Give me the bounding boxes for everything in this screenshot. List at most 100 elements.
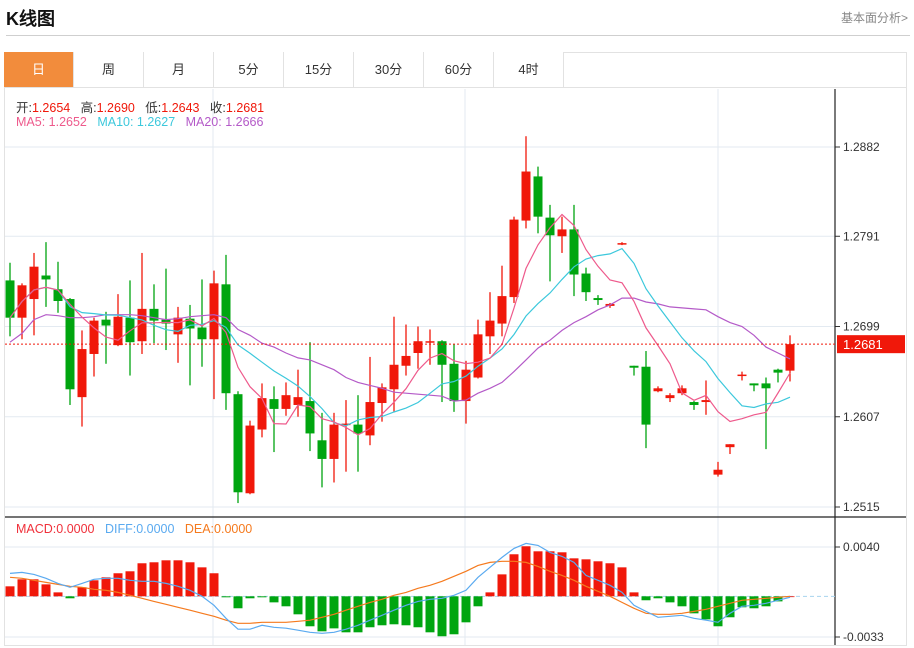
macd-bar-negative	[773, 596, 783, 602]
macd-bar-positive	[161, 560, 171, 597]
ma10-line	[9, 247, 791, 427]
candle-up	[725, 444, 735, 448]
macd-bar-positive	[209, 573, 219, 597]
candle-up	[509, 219, 519, 298]
macd-bar-positive	[509, 554, 519, 597]
candle-up	[29, 266, 39, 300]
candle-up	[137, 308, 147, 342]
tab-60min[interactable]: 60分	[424, 52, 494, 87]
macd-bar-negative	[449, 596, 459, 635]
tab-5min[interactable]: 5分	[214, 52, 284, 87]
tab-day[interactable]: 日	[4, 52, 74, 87]
candle-down	[773, 369, 783, 373]
macd-bar-positive	[101, 577, 111, 597]
macd-bar-negative	[341, 596, 351, 633]
candle-down	[197, 327, 207, 340]
low-label: 低:	[145, 101, 162, 115]
candle-up	[617, 243, 627, 245]
candle-down	[353, 424, 363, 434]
macd-bar-negative	[749, 596, 759, 609]
candle-down	[125, 317, 135, 343]
candle-down	[161, 319, 171, 324]
macd-bar-negative	[689, 596, 699, 614]
ma-info: MA5: 1.2652 MA10: 1.2627 MA20: 1.2666	[16, 115, 263, 129]
candle-down	[581, 273, 591, 293]
candle-up	[209, 283, 219, 340]
macd-bar-positive	[5, 586, 15, 597]
macd-bar-positive	[545, 551, 555, 597]
candle-up	[557, 229, 567, 237]
candle-down	[269, 399, 279, 409]
candle-up	[377, 387, 387, 404]
open-label: 开:	[16, 101, 32, 115]
candle-down	[569, 229, 579, 275]
last-price-label: 1.2681	[843, 337, 883, 352]
candle-up	[785, 344, 795, 371]
macd-bar-positive	[149, 562, 159, 597]
diff-value: 0.0000	[136, 522, 175, 536]
candle-up	[485, 320, 495, 337]
ma20-value: 1.2666	[225, 115, 264, 129]
macd-bar-negative	[641, 596, 651, 601]
macd-bar-negative	[401, 596, 411, 626]
candle-down	[761, 383, 771, 389]
macd-bar-positive	[497, 574, 507, 597]
candle-down	[149, 308, 159, 321]
ohlc-info: 开:1.2654 高:1.2690 低:1.2643 收:1.2681	[16, 97, 264, 116]
macd-bar-positive	[593, 561, 603, 597]
macd-bar-positive	[125, 571, 135, 597]
ma5-label: MA5:	[16, 115, 49, 129]
macd-bar-negative	[737, 596, 747, 608]
macd-bar-positive	[29, 579, 39, 597]
macd-bar-positive	[137, 563, 147, 597]
candle-down	[641, 366, 651, 425]
fundamental-analysis-link[interactable]: 基本面分析>	[840, 11, 908, 25]
macd-bar-negative	[425, 596, 435, 633]
candle-up	[413, 341, 423, 353]
candle-up	[653, 388, 663, 392]
candle-up	[665, 395, 675, 399]
candle-up	[701, 400, 711, 403]
candle-up	[389, 364, 399, 390]
diff-label: DIFF:	[104, 522, 137, 536]
price-axis-label: 1.2699	[843, 320, 880, 334]
macd-bar-negative	[725, 596, 735, 618]
macd-bar-negative	[233, 596, 243, 609]
macd-bar-negative	[293, 596, 303, 615]
price-axis-label: 1.2515	[843, 500, 880, 514]
macd-bar-negative	[677, 596, 687, 607]
candle-up	[737, 374, 747, 377]
candle-up	[425, 341, 435, 343]
last-price-badge	[837, 335, 905, 354]
tab-30min[interactable]: 30分	[354, 52, 424, 87]
ma5-line	[9, 213, 791, 436]
candle-up	[677, 388, 687, 394]
ma10-label: MA10:	[97, 115, 137, 129]
macd-bar-negative	[305, 596, 315, 627]
macd-bar-positive	[485, 592, 495, 597]
tab-month[interactable]: 月	[144, 52, 214, 87]
candle-up	[401, 355, 411, 366]
candle-down	[41, 275, 51, 280]
tab-15min[interactable]: 15分	[284, 52, 354, 87]
page-title: K线图	[6, 9, 55, 29]
candle-down	[305, 401, 315, 434]
candle-down	[221, 284, 231, 394]
macd-axis-label: -0.0033	[843, 630, 884, 644]
macd-bar-positive	[41, 584, 51, 597]
candle-down	[593, 298, 603, 301]
candle-up	[77, 349, 87, 398]
macd-bar-negative	[473, 596, 483, 607]
tab-week[interactable]: 周	[74, 52, 144, 87]
ma20-line	[9, 297, 791, 402]
candle-down	[689, 402, 699, 405]
macd-bar-positive	[17, 579, 27, 597]
macd-bar-negative	[281, 596, 291, 607]
price-axis-label: 1.2791	[843, 229, 880, 243]
price-axis-label: 1.2882	[843, 140, 880, 154]
macd-bar-positive	[53, 592, 63, 597]
high-value: 1.2690	[96, 101, 135, 115]
tab-4hour[interactable]: 4时	[494, 52, 564, 87]
candle-up	[713, 469, 723, 475]
